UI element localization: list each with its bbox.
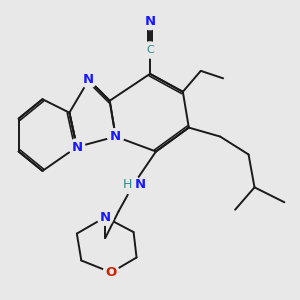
Text: N: N [110,130,121,143]
Circle shape [121,175,140,194]
Text: O: O [106,266,117,279]
Text: N: N [144,15,156,28]
Text: H: H [123,178,132,191]
Circle shape [69,139,85,155]
Text: N: N [100,211,111,224]
Text: N: N [83,73,94,86]
Circle shape [103,264,119,280]
Circle shape [81,72,97,88]
Circle shape [142,42,158,58]
Circle shape [142,14,158,30]
Text: C: C [146,45,154,55]
Circle shape [97,209,113,225]
Text: N: N [135,178,146,191]
Text: N: N [71,140,82,154]
Circle shape [108,128,124,145]
